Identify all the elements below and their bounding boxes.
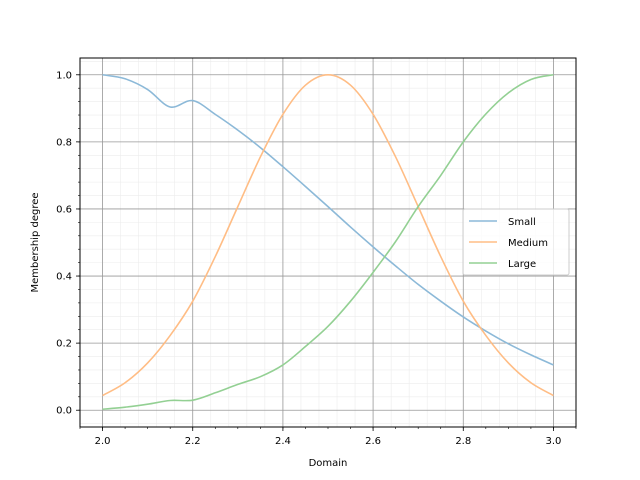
- y-tick-label: 1.0: [56, 70, 72, 81]
- ticks-layer: 2.0 2.2 2.4 2.6 2.8 3.0 0.0 0.2 0.4 0.6 0.8 1.0: [56, 70, 577, 447]
- x-tick-label: 2.8: [455, 436, 471, 447]
- y-tick-label: 0.4: [56, 272, 72, 283]
- y-tick-label: 0.6: [56, 204, 72, 215]
- x-tick-label: 3.0: [546, 436, 562, 447]
- x-tick-label: 2.6: [365, 436, 381, 447]
- y-axis-label: Membership degree: [30, 192, 41, 292]
- y-tick-label: 0.0: [56, 406, 72, 417]
- legend: Small Medium Large: [462, 208, 570, 276]
- legend-label-small: Small: [508, 217, 536, 228]
- x-tick-label: 2.2: [185, 436, 201, 447]
- x-tick-label: 2.0: [95, 436, 111, 447]
- legend-label-medium: Medium: [508, 238, 548, 249]
- y-tick-label: 0.8: [56, 137, 72, 148]
- series-line-large: [102, 73, 554, 411]
- y-tick-label: 0.2: [56, 339, 72, 350]
- legend-box: [462, 208, 570, 276]
- x-axis-label: Domain: [309, 458, 348, 469]
- series-line-medium: [102, 73, 554, 397]
- x-tick-label: 2.4: [275, 436, 291, 447]
- legend-label-large: Large: [508, 259, 536, 270]
- series-layer: [102, 73, 554, 411]
